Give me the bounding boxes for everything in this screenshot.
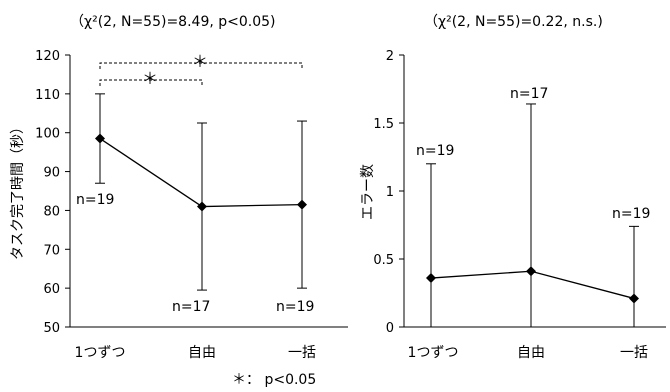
y-tick-label: 60 [43, 282, 60, 297]
significance-bracket-2 [99, 62, 303, 69]
data-point [526, 266, 536, 277]
y-tick-label: 50 [43, 321, 60, 336]
y-tick-label: 90 [43, 166, 60, 181]
significance-marker-2: ＊ [192, 52, 208, 71]
series-line-right [430, 270, 635, 300]
significance-marker-1: ＊ [142, 69, 158, 88]
y-tick-label: 120 [35, 49, 60, 64]
x-tick-left-3: 一括 [288, 345, 316, 361]
n-label-left-1: n=19 [76, 192, 114, 208]
x-tick-right-1: 1つずつ [408, 345, 459, 361]
data-point [426, 273, 436, 284]
n-label-right-3: n=19 [612, 206, 650, 222]
x-tick-left-2: 自由 [188, 345, 216, 361]
x-tick-left-1: 1つずつ [75, 345, 126, 361]
chart-left: （χ²(2, N=55)=8.49, p<0.05) 50 60 70 80 90 100… [10, 14, 348, 361]
y-axis-label-left: タスク完了時間（秒） [10, 120, 26, 260]
series-line-left [99, 138, 303, 208]
n-label-left-2: n=17 [172, 299, 210, 315]
y-tick-label: 100 [35, 127, 60, 142]
y-axis-label-right: エラー数 [360, 164, 376, 220]
y-tick-label: 70 [43, 243, 60, 258]
data-point [297, 199, 307, 210]
y-tick-label: 80 [43, 204, 60, 219]
chart-right: （χ²(2, N=55)=0.22, n.s.) 00.511.52 エラー数 … [360, 14, 666, 361]
y-ticks-left: 50 60 70 80 90 100 110 120 [35, 49, 70, 336]
data-point [197, 201, 207, 212]
x-tick-right-3: 一括 [620, 345, 648, 361]
x-tick-right-2: 自由 [517, 345, 545, 361]
stat-label-right: （χ²(2, N=55)=0.22, n.s.) [424, 14, 603, 30]
y-tick-label: 2 [386, 49, 394, 64]
n-label-left-3: n=19 [276, 299, 314, 315]
stat-label-left: （χ²(2, N=55)=8.49, p<0.05) [70, 14, 276, 30]
significance-bracket-1 [99, 79, 203, 86]
data-point [95, 133, 105, 144]
y-tick-label: 1 [386, 185, 394, 200]
y-tick-label: 0.5 [373, 253, 394, 268]
y-tick-label: 1.5 [373, 117, 394, 132]
data-point [629, 293, 639, 304]
y-tick-label: 0 [386, 321, 394, 336]
n-label-right-2: n=17 [510, 86, 548, 102]
y-ticks-right: 0 0.5 1 1.5 2 [373, 49, 404, 336]
significance-footnote: ＊： p<0.05 [232, 372, 316, 388]
n-label-right-1: n=19 [416, 143, 454, 159]
y-tick-label: 110 [35, 88, 60, 103]
